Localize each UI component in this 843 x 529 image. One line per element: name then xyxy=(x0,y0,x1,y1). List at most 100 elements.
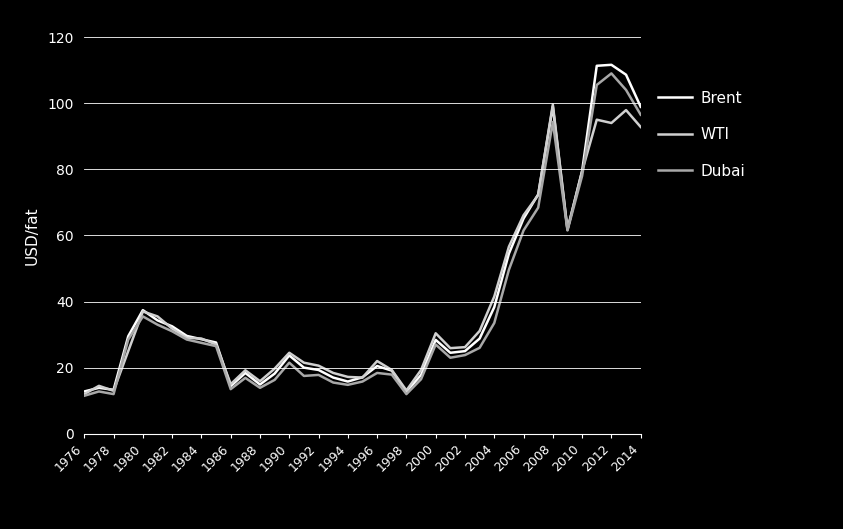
WTI xyxy=(489,294,499,300)
Brent xyxy=(372,363,382,369)
Dubai xyxy=(621,87,631,93)
WTI xyxy=(137,308,148,315)
WTI xyxy=(226,381,236,387)
Brent xyxy=(94,385,104,391)
Brent xyxy=(167,323,177,330)
Dubai xyxy=(489,320,499,326)
Dubai xyxy=(562,227,572,234)
WTI xyxy=(109,388,119,394)
Dubai xyxy=(445,354,455,361)
Brent xyxy=(416,372,426,378)
WTI xyxy=(270,366,280,372)
Brent xyxy=(621,71,631,78)
Dubai xyxy=(109,391,119,397)
Brent xyxy=(548,103,558,110)
WTI xyxy=(314,362,324,369)
Dubai xyxy=(196,340,207,346)
Brent xyxy=(343,378,353,385)
Dubai xyxy=(137,313,148,320)
Dubai xyxy=(182,336,192,343)
Dubai xyxy=(518,227,529,234)
WTI xyxy=(328,370,338,376)
Brent xyxy=(211,340,221,346)
Dubai xyxy=(577,172,588,179)
Dubai xyxy=(548,119,558,125)
Brent xyxy=(240,370,250,376)
WTI xyxy=(79,391,89,397)
Brent xyxy=(255,381,265,388)
Brent xyxy=(577,168,588,174)
Dubai xyxy=(475,345,485,351)
Brent xyxy=(475,335,485,342)
Brent xyxy=(196,336,207,342)
WTI xyxy=(518,212,529,218)
Brent xyxy=(109,387,119,393)
WTI xyxy=(284,350,294,356)
Dubai xyxy=(431,341,441,348)
WTI xyxy=(182,335,192,341)
Brent xyxy=(387,368,397,374)
WTI xyxy=(445,345,455,351)
Brent xyxy=(445,350,455,356)
Dubai xyxy=(343,381,353,388)
Dubai xyxy=(387,371,397,378)
Brent xyxy=(592,62,602,69)
WTI xyxy=(299,360,309,366)
Brent xyxy=(606,61,616,68)
Line: WTI: WTI xyxy=(84,105,641,394)
Brent xyxy=(533,191,543,197)
Brent xyxy=(123,333,133,340)
Brent xyxy=(299,364,309,371)
Brent xyxy=(153,317,163,324)
Dubai xyxy=(416,376,426,382)
WTI xyxy=(153,313,163,320)
Dubai xyxy=(401,391,411,397)
Dubai xyxy=(79,393,89,399)
Dubai xyxy=(592,82,602,88)
WTI xyxy=(387,367,397,373)
WTI xyxy=(255,378,265,385)
WTI xyxy=(372,358,382,364)
WTI xyxy=(401,387,411,394)
Brent xyxy=(182,333,192,339)
Dubai xyxy=(504,267,514,273)
Brent xyxy=(504,250,514,257)
Dubai xyxy=(270,377,280,383)
Dubai xyxy=(372,370,382,376)
WTI xyxy=(431,330,441,336)
WTI xyxy=(167,325,177,332)
Dubai xyxy=(299,373,309,379)
Dubai xyxy=(284,360,294,366)
Brent xyxy=(328,375,338,381)
WTI xyxy=(577,168,588,175)
Brent xyxy=(137,307,148,313)
WTI xyxy=(196,335,207,342)
WTI xyxy=(636,124,646,130)
Brent xyxy=(357,374,368,380)
Y-axis label: USD/fat: USD/fat xyxy=(24,206,39,264)
Dubai xyxy=(153,322,163,328)
Dubai xyxy=(255,385,265,391)
Dubai xyxy=(123,336,133,343)
Brent xyxy=(314,367,324,373)
Brent xyxy=(401,389,411,395)
Dubai xyxy=(533,204,543,211)
Dubai xyxy=(211,343,221,349)
Brent xyxy=(79,388,89,395)
WTI xyxy=(475,328,485,334)
Brent xyxy=(489,304,499,311)
Dubai xyxy=(94,388,104,395)
WTI xyxy=(548,102,558,108)
Brent xyxy=(460,348,470,354)
WTI xyxy=(533,192,543,198)
Brent xyxy=(284,352,294,359)
WTI xyxy=(240,367,250,373)
Dubai xyxy=(226,386,236,393)
WTI xyxy=(94,382,104,389)
WTI xyxy=(592,116,602,123)
WTI xyxy=(357,375,368,381)
WTI xyxy=(606,120,616,126)
Line: Dubai: Dubai xyxy=(84,74,641,396)
Line: Brent: Brent xyxy=(84,65,641,392)
Brent xyxy=(226,383,236,389)
